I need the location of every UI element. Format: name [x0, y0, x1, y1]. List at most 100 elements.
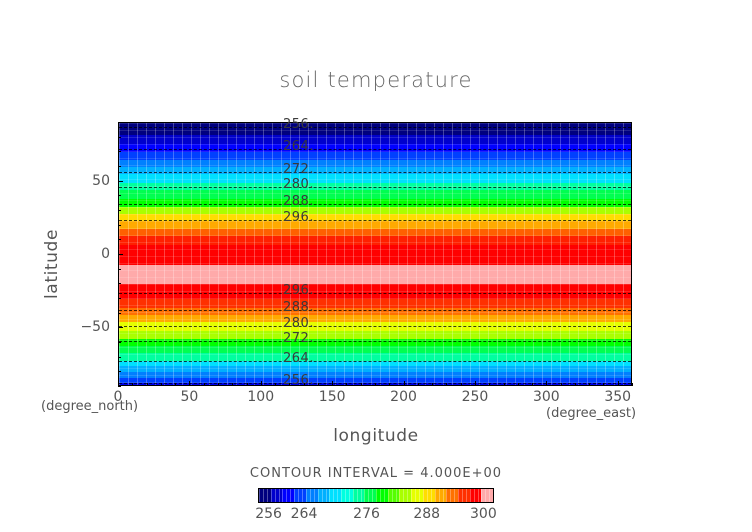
- x-axis-tick: [574, 383, 576, 386]
- contour-label: 288.: [283, 194, 314, 209]
- temperature-band: [119, 167, 631, 175]
- temperature-band: [119, 159, 631, 167]
- x-axis-tick: [317, 383, 319, 386]
- temperature-band: [119, 199, 631, 207]
- colorbar-segment: [434, 489, 447, 502]
- x-axis-tick: [432, 383, 434, 386]
- colorbar-hatch: [399, 489, 412, 502]
- contour-line: [119, 149, 631, 150]
- y-axis-tick: [118, 122, 121, 123]
- temperature-band: [119, 338, 631, 346]
- colorbar-segment: [282, 489, 295, 502]
- colorbar-segment: [387, 489, 400, 502]
- colorbar-hatch: [340, 489, 353, 502]
- contour-line: [119, 204, 631, 205]
- y-axis-tick: [118, 356, 121, 358]
- colorbar-hatch: [294, 489, 306, 502]
- colorbar-segment: [352, 489, 365, 502]
- x-axis-tick: [160, 383, 162, 386]
- colorbar-hatch: [457, 489, 470, 502]
- temperature-band: [119, 378, 631, 383]
- contour-label: 264.: [283, 351, 314, 366]
- colorbar-tick-label: 256: [255, 506, 282, 522]
- colorbar-segment: [481, 489, 493, 502]
- x-axis-tick: [474, 381, 476, 386]
- colorbar-segment: [329, 489, 341, 502]
- temperature-band: [119, 228, 631, 236]
- y-axis-tick: [118, 371, 121, 373]
- temperature-band: [119, 206, 631, 214]
- temperature-band: [119, 372, 631, 379]
- x-axis-tick: [589, 383, 591, 386]
- colorbar-hatch: [317, 489, 330, 502]
- contour-line: [119, 293, 631, 294]
- y-axis-tick: [118, 386, 121, 387]
- colorbar-hatch: [376, 489, 388, 502]
- colorbar-hatch: [270, 489, 283, 502]
- colorbar-tick-label: 264: [290, 506, 318, 522]
- temperature-band: [119, 315, 631, 323]
- y-axis-tick: [118, 312, 121, 314]
- colorbar-hatch: [305, 489, 318, 502]
- x-axis-tick: [617, 381, 619, 386]
- x-axis-tick: [389, 383, 391, 386]
- x-axis-tick-label: 250: [461, 389, 489, 405]
- x-axis-tick: [503, 383, 505, 386]
- colorbar-hatch: [387, 489, 400, 502]
- contour-label: 280.: [283, 316, 314, 331]
- page-title: soil temperature: [279, 68, 473, 92]
- colorbar-segment: [376, 489, 388, 502]
- temperature-band: [119, 235, 631, 245]
- colorbar-hatch: [481, 489, 493, 502]
- y-axis-tick: [118, 342, 121, 343]
- x-axis-tick: [275, 383, 277, 386]
- x-axis-tick: [289, 383, 291, 386]
- contour-line: [119, 341, 631, 342]
- y-axis-tick: [118, 239, 121, 241]
- y-axis-unit: (degree_north): [41, 399, 139, 414]
- x-axis-tick: [417, 383, 419, 386]
- x-axis-tick: [118, 381, 119, 386]
- x-axis-unit: (degree_east): [546, 406, 637, 421]
- temperature-band: [119, 213, 631, 222]
- y-axis-tick: [118, 180, 123, 182]
- colorbar-tick-label: 288: [413, 506, 441, 522]
- x-axis-tick: [446, 383, 448, 386]
- x-axis-tick-label: 300: [532, 389, 560, 405]
- contour-line: [119, 172, 631, 173]
- colorbar-tick-label: 300: [470, 506, 497, 522]
- contour-label: 256.: [283, 373, 314, 388]
- colorbar: [258, 488, 494, 503]
- contour-label: 272.: [283, 162, 314, 177]
- x-axis-tick: [260, 381, 262, 386]
- y-axis-tick: [118, 136, 121, 138]
- contour-line: [119, 187, 631, 188]
- x-axis-tick: [203, 383, 205, 386]
- x-axis-tick: [346, 383, 348, 386]
- colorbar-segment: [270, 489, 283, 502]
- x-axis-tick-label: 0: [113, 389, 123, 405]
- x-axis-tick: [632, 383, 633, 386]
- x-axis-tick-label: 100: [247, 389, 275, 405]
- x-axis-tick: [189, 381, 191, 386]
- colorbar-hatch: [259, 489, 271, 502]
- temperature-band: [119, 190, 631, 200]
- y-axis-tick-label: 0: [101, 246, 110, 262]
- contour-label: 296.: [283, 210, 314, 225]
- x-axis-tick: [375, 383, 376, 386]
- contour-label: 264.: [283, 139, 314, 154]
- temperature-band: [119, 174, 631, 184]
- temperature-band: [119, 331, 631, 339]
- colorbar-hatch: [469, 489, 482, 502]
- contour-label: 280.: [283, 177, 314, 192]
- colorbar-segment: [399, 489, 412, 502]
- x-axis-tick: [303, 383, 305, 386]
- x-axis-tick: [517, 383, 519, 386]
- contour-line: [119, 361, 631, 362]
- y-axis-tick: [118, 151, 121, 153]
- temperature-band: [119, 360, 631, 367]
- y-axis-tick: [118, 268, 121, 270]
- contour-label: 272.: [283, 331, 314, 346]
- x-axis-tick-label: 200: [390, 389, 417, 405]
- colorbar-hatch: [329, 489, 341, 502]
